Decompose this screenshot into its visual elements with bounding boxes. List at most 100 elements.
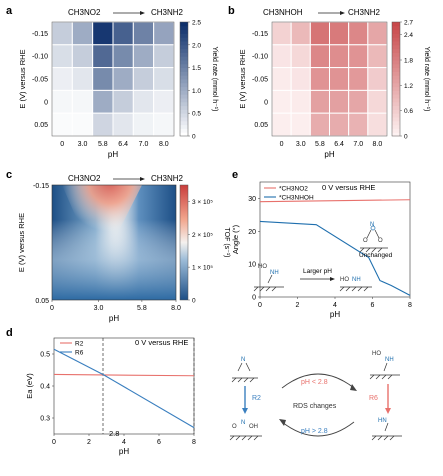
y-tick-label: 0.5 [40,352,50,359]
heatmap-cell [112,21,134,46]
x-axis-label: pH [119,447,129,456]
colorbar-step [392,86,400,91]
scheme-noh-n: N [241,420,245,426]
panel-e-unchanged-label: Unchanged [359,252,393,259]
colorbar-tick-label: 0.6 [404,108,413,115]
scheme-no2-n: N [241,357,245,363]
nhoh-before-nh: NH [270,270,279,276]
colorbar-step [180,71,188,76]
panel-letter-c: c [6,169,12,181]
nhoh-after-ho: HO [340,277,349,283]
panel-b-arrowhead [340,11,345,15]
heatmap-cell [112,44,134,69]
colorbar-tick-label: 0.5 [192,111,201,118]
y-tick-label: 0.05 [254,122,268,129]
colorbar-step [392,117,400,122]
panel-c-reactant: CH3NO2 [68,174,101,183]
y-axis-label: Angle (°) [231,224,240,254]
colorbar-step [392,41,400,46]
colorbar-step [180,29,188,34]
panel-e-larger-ph-label: Larger pH [303,268,332,275]
colorbar-tick-label: 1.0 [192,88,201,95]
colorbar-step [180,124,188,129]
colorbar-step [392,25,400,31]
colorbar-label: Yield rate (mmol h⁻¹) [423,47,430,112]
heatmap-cell [309,67,331,91]
heatmap-cell [271,21,292,46]
no2-o-left: O [363,238,368,244]
colorbar-step [180,105,188,110]
heatmap-cell [290,112,311,137]
heatmap-cell [51,21,73,46]
heatmap-cell [309,112,331,137]
heatmap-cell [51,89,73,114]
heatmap-cell [348,44,369,69]
x-tick-label: 4 [333,302,337,309]
y-tick-label: 0.05 [34,122,48,129]
vline-annotation-label: 2.8 [109,429,119,438]
colorbar-step [392,101,400,107]
x-axis-label: pH [324,150,334,159]
panel-b-product: CH3NH2 [348,8,381,17]
scheme-nhoh-ho: HO [372,351,381,357]
x-tick-label: 8.0 [171,305,181,312]
colorbar-step [180,109,188,114]
panel-a-arrowhead [140,11,145,15]
nhoh-before-ho: HO [258,264,267,270]
heatmap-cell [92,44,114,69]
colorbar-step [392,109,400,114]
colorbar-tick-label: 2.5 [192,20,201,27]
colorbar-step [180,63,188,69]
colorbar-step [180,41,188,46]
x-tick-label: 7.0 [139,141,149,148]
heatmap-cell [367,21,388,46]
r2-arrowhead [242,408,248,414]
colorbar-step [392,82,400,88]
r6-arrowhead [385,408,391,414]
scheme-nh-molecule [371,422,402,441]
no2-n-atom: N [370,222,374,228]
y-axis-label: E (V) versus RHE [18,49,27,108]
heatmap-cell [153,89,175,114]
x-tick-label: 8.0 [159,141,169,148]
energy-plot: 0 2 4 6 8 0.3 0.4 0.5 pH Ea (eV) R2 R6 [25,337,196,456]
heatmap-cell [290,21,311,46]
colorbar-step [392,56,400,61]
panel-letter-a: a [6,5,13,17]
heatmap-cell [329,21,350,46]
heatmap-a: 0 3.0 5.8 6.4 7.0 8.0 -0.15 -0.10 -0.05 0 0.05 pH E … [18,21,175,159]
x-tick-label: 2 [296,302,300,309]
x-tick-label: 5.8 [315,141,325,148]
y-tick-label: -0.15 [32,31,48,38]
colorbar-step [180,37,188,42]
colorbar-step [180,56,188,61]
heatmap-cell [132,89,155,114]
colorbar-step [180,86,188,91]
heatmap-cell [290,89,311,114]
angle-plot: 0 2 4 6 8 0 10 20 30 pH Angle (°) *CH3NO2 *CH3NHOH [231,181,412,319]
colorbar-step [180,82,188,88]
heatmap-cell [309,44,331,69]
x-tick-label: 0 [50,305,54,312]
heatmap-cell [112,67,134,91]
x-tick-label: 8 [408,302,412,309]
x-tick-label: 6.4 [334,141,344,148]
colorbar-step [392,113,400,118]
panel-letter-e: e [232,169,238,181]
rds-scheme: N R2 O N OH HO NH R6 [229,351,402,441]
x-tick-label: 0 [52,439,56,446]
colorbar-step [392,98,400,103]
y-tick-label: 0 [252,295,256,302]
panel-b-reactant: CH3NHOH [263,8,303,17]
colorbar-c: 0 1 × 10⁵ 2 × 10⁵ 3 × 10⁵ TOF (s⁻¹) [179,184,230,305]
series-line-CH3NO2 [259,199,411,203]
panel-letter-b: b [228,5,235,17]
y-tick-label: 30 [248,196,256,203]
heatmap-cell [348,67,369,91]
heatmap-cell [92,21,114,46]
x-tick-label: 0 [258,302,262,309]
scheme-noh-text: O [232,424,237,430]
y-tick-label: 20 [248,229,256,236]
y-tick-label: 10 [248,262,256,269]
